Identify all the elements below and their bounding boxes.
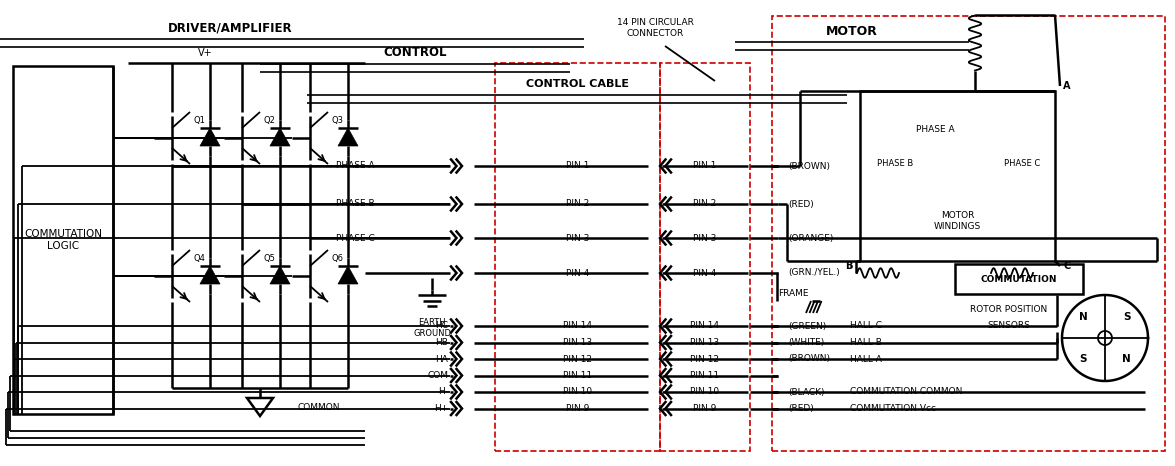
Text: (GREEN): (GREEN) <box>788 322 826 330</box>
Text: MOTOR: MOTOR <box>826 25 878 37</box>
Bar <box>772 16 1164 451</box>
Text: Q3: Q3 <box>333 116 344 124</box>
Text: (RED): (RED) <box>788 404 814 413</box>
Text: Q2: Q2 <box>264 116 276 124</box>
Text: (ORANGE): (ORANGE) <box>788 233 833 242</box>
Text: HB: HB <box>435 338 448 347</box>
Bar <box>860 91 1055 261</box>
Text: ROTOR POSITION: ROTOR POSITION <box>971 304 1048 314</box>
Text: PHASE A: PHASE A <box>336 162 375 171</box>
Text: PIN 14: PIN 14 <box>691 322 719 330</box>
Text: COMMUTATION COMMON: COMMUTATION COMMON <box>850 388 962 397</box>
Text: PIN 2: PIN 2 <box>693 199 717 208</box>
Text: PIN 1: PIN 1 <box>566 162 589 171</box>
Text: COMMUTATION Vcc: COMMUTATION Vcc <box>850 404 936 413</box>
Text: CONTROL CABLE: CONTROL CABLE <box>525 79 629 89</box>
Text: Q1: Q1 <box>194 116 206 124</box>
Text: PIN 3: PIN 3 <box>693 233 717 242</box>
Text: COMMUTATION
LOGIC: COMMUTATION LOGIC <box>24 229 102 251</box>
Text: PIN 4: PIN 4 <box>693 268 717 277</box>
Text: HA: HA <box>435 355 448 363</box>
Text: COMMUTATION: COMMUTATION <box>981 274 1058 283</box>
Text: Q6: Q6 <box>333 254 344 262</box>
Text: PIN 11: PIN 11 <box>691 371 719 380</box>
Polygon shape <box>338 266 358 284</box>
Text: H-: H- <box>438 388 448 397</box>
Text: PHASE B: PHASE B <box>336 199 375 208</box>
Polygon shape <box>247 398 273 416</box>
Text: COMMON: COMMON <box>298 403 341 411</box>
Text: PIN 10: PIN 10 <box>563 388 592 397</box>
Text: PIN 9: PIN 9 <box>566 404 589 413</box>
Bar <box>955 264 1083 294</box>
Bar <box>13 66 113 414</box>
Text: HALL B: HALL B <box>850 338 882 347</box>
Text: SENSORS: SENSORS <box>987 322 1030 330</box>
Text: DRIVER/AMPLIFIER: DRIVER/AMPLIFIER <box>168 21 293 34</box>
Text: 14 PIN CIRCULAR
CONNECTOR: 14 PIN CIRCULAR CONNECTOR <box>617 18 693 38</box>
Text: COM: COM <box>427 371 448 380</box>
Text: S: S <box>1123 311 1130 322</box>
Text: PIN 13: PIN 13 <box>691 338 719 347</box>
Text: (BROWN): (BROWN) <box>788 162 830 171</box>
Text: PHASE C: PHASE C <box>1003 159 1040 169</box>
Text: PHASE C: PHASE C <box>336 233 375 242</box>
Text: PHASE A: PHASE A <box>915 124 954 133</box>
Text: (BROWN): (BROWN) <box>788 355 830 363</box>
Polygon shape <box>270 266 290 284</box>
Polygon shape <box>200 128 220 146</box>
Text: EARTH
GROUND: EARTH GROUND <box>412 318 451 338</box>
Bar <box>495 63 660 451</box>
Text: H+: H+ <box>434 404 448 413</box>
Text: HALL A: HALL A <box>850 355 882 363</box>
Bar <box>660 63 750 451</box>
Text: PHASE B: PHASE B <box>877 159 913 169</box>
Polygon shape <box>270 128 290 146</box>
Text: N: N <box>1122 355 1130 364</box>
Text: HC: HC <box>435 322 448 330</box>
Text: PIN 12: PIN 12 <box>691 355 719 363</box>
Text: N: N <box>1079 311 1088 322</box>
Text: PIN 14: PIN 14 <box>563 322 592 330</box>
Text: PIN 11: PIN 11 <box>563 371 592 380</box>
Polygon shape <box>338 128 358 146</box>
Polygon shape <box>200 266 220 284</box>
Text: PIN 12: PIN 12 <box>563 355 592 363</box>
Text: (BLACK): (BLACK) <box>788 388 825 397</box>
Text: (GRN./YEL.): (GRN./YEL.) <box>788 268 840 277</box>
Text: PIN 10: PIN 10 <box>691 388 719 397</box>
Text: A: A <box>1063 81 1070 91</box>
Text: PIN 2: PIN 2 <box>566 199 589 208</box>
Text: MOTOR
WINDINGS: MOTOR WINDINGS <box>934 211 981 231</box>
Text: (RED): (RED) <box>788 199 814 208</box>
Text: PIN 4: PIN 4 <box>566 268 589 277</box>
Text: PIN 3: PIN 3 <box>566 233 589 242</box>
Text: V+: V+ <box>197 48 213 58</box>
Text: (WHITE): (WHITE) <box>788 338 824 347</box>
Text: S: S <box>1080 355 1087 364</box>
Text: PIN 1: PIN 1 <box>693 162 717 171</box>
Text: Q5: Q5 <box>264 254 276 262</box>
Text: PIN 9: PIN 9 <box>693 404 717 413</box>
Text: CONTROL: CONTROL <box>383 47 446 60</box>
Text: C: C <box>1063 261 1070 271</box>
Text: PIN 13: PIN 13 <box>563 338 592 347</box>
Text: B: B <box>845 261 852 271</box>
Text: FRAME: FRAME <box>779 288 810 297</box>
Text: Q4: Q4 <box>194 254 206 262</box>
Text: HALL C: HALL C <box>850 322 882 330</box>
